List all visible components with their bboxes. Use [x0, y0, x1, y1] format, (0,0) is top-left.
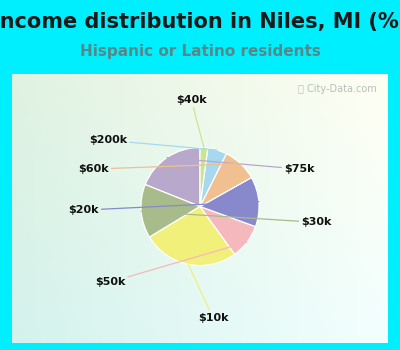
Wedge shape: [150, 206, 235, 266]
Text: $30k: $30k: [141, 211, 332, 228]
Wedge shape: [200, 206, 256, 254]
Text: $20k: $20k: [68, 202, 259, 215]
Wedge shape: [141, 184, 200, 237]
Text: ⓘ City-Data.com: ⓘ City-Data.com: [298, 84, 377, 94]
Wedge shape: [145, 147, 200, 206]
Wedge shape: [200, 154, 252, 206]
Text: Hispanic or Latino residents: Hispanic or Latino residents: [80, 44, 320, 59]
Wedge shape: [200, 177, 259, 226]
Text: $60k: $60k: [78, 164, 241, 174]
Text: Income distribution in Niles, MI (%): Income distribution in Niles, MI (%): [0, 12, 400, 32]
Text: $200k: $200k: [89, 135, 217, 150]
Text: $10k: $10k: [188, 264, 228, 323]
Text: $40k: $40k: [176, 95, 207, 148]
Wedge shape: [200, 147, 208, 206]
Wedge shape: [200, 148, 226, 206]
Text: $75k: $75k: [167, 158, 315, 174]
Text: $50k: $50k: [95, 242, 247, 287]
